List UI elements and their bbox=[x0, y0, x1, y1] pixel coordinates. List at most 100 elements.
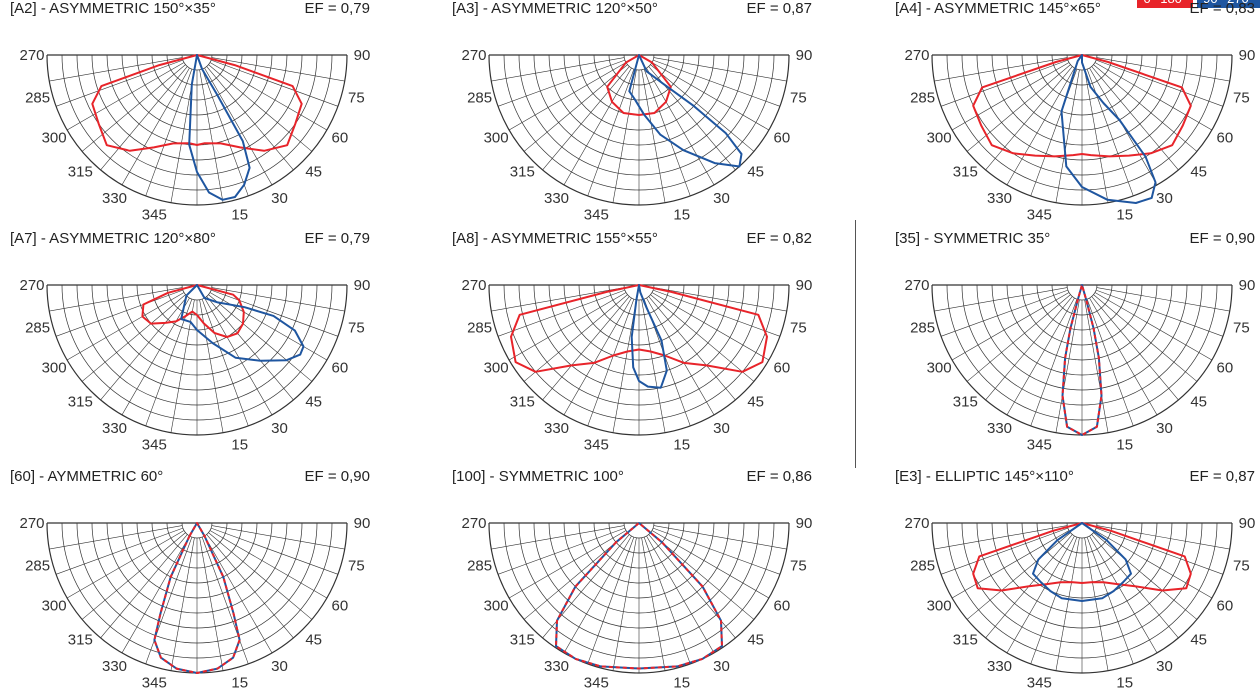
panel-ef: EF = 0,87 bbox=[746, 0, 812, 17]
angle-label: 75 bbox=[790, 90, 807, 107]
grid-spoke bbox=[121, 297, 190, 416]
grid-spoke bbox=[208, 64, 313, 152]
grid-spoke bbox=[211, 57, 345, 82]
grid-spoke bbox=[1006, 535, 1075, 654]
grid-arc bbox=[1066, 54, 1098, 71]
angle-label: 30 bbox=[713, 420, 730, 437]
polar-panel: [60] - AYMMETRIC 60° EF = 0,90 270 285 300… bbox=[10, 468, 370, 688]
angle-label: 75 bbox=[348, 320, 365, 337]
angle-label: 300 bbox=[42, 130, 67, 147]
angle-label: 330 bbox=[102, 190, 127, 207]
grid-spoke bbox=[206, 534, 294, 639]
grid-spoke bbox=[985, 296, 1073, 401]
angle-label: 270 bbox=[461, 515, 486, 532]
angle-label: 90 bbox=[354, 47, 371, 64]
grid-spoke bbox=[934, 287, 1068, 312]
angle-label: 315 bbox=[510, 164, 535, 181]
grid-spoke bbox=[66, 62, 185, 131]
angle-label: 45 bbox=[1190, 632, 1207, 649]
series-curve bbox=[180, 284, 305, 362]
grid-spoke bbox=[612, 299, 637, 433]
angle-label: 60 bbox=[1217, 130, 1234, 147]
angle-label: 330 bbox=[987, 190, 1012, 207]
angle-label: 75 bbox=[790, 558, 807, 575]
polar-panel: [A3] - ASYMMETRIC 120°×50° EF = 0,87 270… bbox=[452, 0, 812, 223]
angle-label: 285 bbox=[467, 558, 492, 575]
grid-spoke bbox=[1030, 298, 1078, 427]
grid-spoke bbox=[145, 298, 193, 427]
angle-label: 300 bbox=[484, 598, 509, 615]
polar-panel: [A4] - ASYMMETRIC 145°×65° EF = 0,83 270… bbox=[895, 0, 1255, 223]
angle-label: 315 bbox=[953, 394, 978, 411]
grid-spoke bbox=[1093, 532, 1198, 620]
angle-label: 345 bbox=[142, 206, 167, 223]
angle-label: 345 bbox=[584, 206, 609, 223]
grid-arc bbox=[1066, 284, 1098, 301]
grid-spoke bbox=[1096, 525, 1230, 550]
angle-label: 15 bbox=[231, 206, 248, 223]
grid-spoke bbox=[199, 299, 224, 433]
grid-spoke bbox=[209, 62, 328, 131]
panel-ef: EF = 0,90 bbox=[304, 468, 370, 485]
angle-label: 15 bbox=[1116, 206, 1133, 223]
grid-spoke bbox=[55, 289, 184, 337]
panel-title: [A3] - ASYMMETRIC 120°×50° bbox=[452, 0, 658, 17]
grid-spoke bbox=[1006, 297, 1075, 416]
angle-label: 90 bbox=[354, 277, 371, 294]
grid-spoke bbox=[55, 527, 184, 575]
grid-spoke bbox=[199, 69, 224, 203]
grid-spoke bbox=[491, 287, 625, 312]
angle-label: 30 bbox=[1156, 420, 1173, 437]
grid-spoke bbox=[1094, 292, 1213, 361]
grid-spoke bbox=[211, 287, 345, 312]
grid-spoke bbox=[940, 527, 1069, 575]
grid-spoke bbox=[652, 289, 781, 337]
angle-label: 270 bbox=[19, 277, 44, 294]
grid-spoke bbox=[100, 66, 188, 171]
grid-spoke bbox=[1093, 64, 1198, 152]
grid-spoke bbox=[643, 536, 691, 665]
grid-spoke bbox=[206, 66, 294, 171]
angle-label: 330 bbox=[544, 658, 569, 675]
grid-spoke bbox=[66, 530, 185, 599]
panel-title: [35] - SYMMETRIC 35° bbox=[895, 230, 1051, 247]
angle-label: 330 bbox=[987, 420, 1012, 437]
polar-panel: [35] - SYMMETRIC 35° EF = 0,90 270 285 300… bbox=[895, 230, 1255, 453]
grid-spoke bbox=[201, 536, 249, 665]
grid-spoke bbox=[1055, 299, 1080, 433]
grid-spoke bbox=[49, 57, 183, 82]
angle-label: 270 bbox=[461, 277, 486, 294]
grid-arc bbox=[181, 284, 213, 301]
angle-label: 45 bbox=[747, 394, 764, 411]
angle-label: 45 bbox=[305, 164, 322, 181]
grid-spoke bbox=[145, 68, 193, 197]
angle-label: 285 bbox=[467, 320, 492, 337]
grid-spoke bbox=[653, 287, 787, 312]
grid-spoke bbox=[940, 289, 1069, 337]
angle-label: 285 bbox=[467, 90, 492, 107]
grid-spoke bbox=[1084, 69, 1109, 203]
grid-spoke bbox=[209, 530, 328, 599]
angle-label: 285 bbox=[25, 90, 50, 107]
grid-spoke bbox=[1091, 66, 1179, 171]
grid-spoke bbox=[211, 525, 345, 550]
angle-label: 285 bbox=[25, 320, 50, 337]
grid-spoke bbox=[641, 69, 666, 203]
series-curve bbox=[1060, 54, 1157, 204]
grid-spoke bbox=[491, 57, 625, 82]
grid-spoke bbox=[1084, 537, 1109, 671]
angle-label: 45 bbox=[305, 632, 322, 649]
panel-ef: EF = 0,79 bbox=[304, 230, 370, 247]
angle-label: 75 bbox=[348, 90, 365, 107]
angle-label: 60 bbox=[774, 360, 791, 377]
grid-spoke bbox=[934, 525, 1068, 550]
grid-spoke bbox=[1086, 298, 1134, 427]
angle-label: 345 bbox=[1027, 436, 1052, 453]
grid-spoke bbox=[587, 536, 635, 665]
grid-spoke bbox=[204, 535, 273, 654]
angle-label: 75 bbox=[348, 558, 365, 575]
grid-spoke bbox=[966, 294, 1071, 382]
